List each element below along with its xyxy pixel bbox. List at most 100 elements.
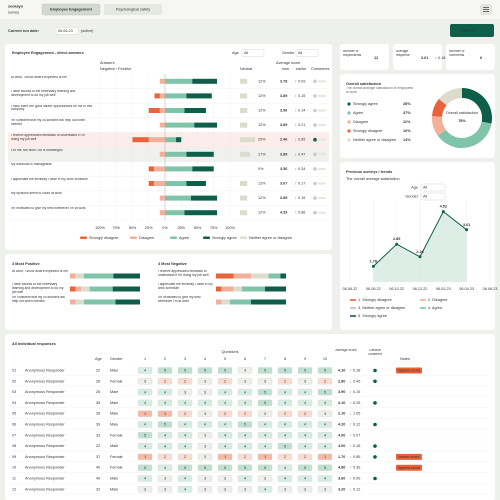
bar-strongly-agree bbox=[194, 122, 217, 128]
tab[interactable] bbox=[41, 3, 101, 16]
answer-cell bbox=[237, 475, 253, 482]
comment-icon[interactable] bbox=[313, 79, 317, 84]
neutral-label: 12% bbox=[258, 79, 266, 83]
filter-select[interactable] bbox=[420, 192, 446, 201]
donut-segment bbox=[432, 116, 447, 136]
answer-value: 3 bbox=[204, 412, 206, 416]
comment-icon[interactable] bbox=[313, 196, 317, 200]
panel-subtitle: The overall average satisfaction of empl… bbox=[346, 87, 414, 94]
answer-value: 3 bbox=[204, 488, 206, 492]
gender: Male bbox=[110, 369, 118, 373]
col-header: Questions bbox=[221, 350, 238, 354]
comment-icon[interactable] bbox=[313, 94, 317, 98]
comment-bar bbox=[318, 182, 326, 185]
avg-score: 4.10 bbox=[338, 401, 345, 405]
answer-cell bbox=[297, 367, 313, 374]
axis-tick-label: 50% bbox=[194, 226, 202, 230]
col-header: Notes bbox=[400, 357, 410, 361]
x-tick-label: 06.02.23 bbox=[436, 287, 451, 291]
menu-icon[interactable] bbox=[480, 4, 492, 15]
answer-value: 4 bbox=[164, 434, 166, 438]
note-label: highest score bbox=[398, 369, 421, 373]
question: I receive appreciated feedback to unders… bbox=[11, 133, 85, 141]
question-box: I receive appreciated feedback to unders… bbox=[158, 270, 208, 277]
trend-area bbox=[373, 211, 467, 282]
comment-icon[interactable] bbox=[313, 152, 317, 157]
question: At work, I know what's expected of me bbox=[12, 270, 68, 273]
answer-cell bbox=[297, 388, 313, 396]
row-id: 07 bbox=[12, 433, 16, 437]
comment-icon[interactable] bbox=[313, 137, 317, 142]
comment-icon[interactable] bbox=[313, 123, 317, 127]
answer-value: 4 bbox=[304, 390, 306, 394]
comment-icon[interactable] bbox=[373, 368, 377, 373]
answer-cell bbox=[317, 442, 333, 450]
neutral-label: 0% bbox=[258, 167, 264, 171]
answer-cell bbox=[197, 399, 213, 407]
answer-cell bbox=[297, 399, 313, 407]
comment-icon[interactable] bbox=[373, 444, 377, 448]
note-badge bbox=[396, 367, 422, 374]
bar-strongly-agree bbox=[186, 93, 212, 99]
answer-cell bbox=[317, 453, 333, 461]
new-run-button[interactable] bbox=[450, 24, 494, 37]
answer-value: 4 bbox=[164, 466, 166, 470]
answer-cell bbox=[277, 421, 293, 428]
legend-label: 4. Agree bbox=[428, 306, 442, 310]
answer-value: 3 bbox=[284, 488, 286, 492]
answer-value: 3 bbox=[304, 380, 306, 384]
col-header: 7 bbox=[264, 357, 266, 361]
answer-value: 3 bbox=[204, 455, 206, 459]
answer-cell bbox=[277, 432, 293, 439]
legend-label: 1. Strongly disagree bbox=[358, 298, 392, 302]
comment-icon[interactable] bbox=[313, 181, 317, 186]
question-box: I have access to the necessary learning … bbox=[12, 283, 64, 294]
answer-value: 4 bbox=[304, 444, 306, 448]
filter-select[interactable] bbox=[241, 49, 265, 57]
bar-agree bbox=[165, 137, 177, 143]
comment-icon[interactable] bbox=[313, 167, 317, 171]
avg-score: 4.00 bbox=[338, 444, 345, 448]
answer-value: 3 bbox=[244, 380, 246, 384]
comment-icon[interactable] bbox=[313, 210, 317, 215]
answer-cell bbox=[277, 378, 293, 385]
answer-cell bbox=[277, 410, 293, 417]
filter-select[interactable] bbox=[420, 183, 446, 192]
stat-card bbox=[393, 44, 442, 70]
answer-cell bbox=[157, 453, 173, 461]
col-header: Average score bbox=[335, 349, 357, 352]
answer-cell bbox=[177, 432, 193, 439]
legend-label: 5. Strongly agree bbox=[358, 314, 387, 318]
answer-cell bbox=[237, 378, 253, 385]
answer-value: 4 bbox=[224, 390, 226, 394]
answer-value: 3 bbox=[204, 380, 206, 384]
bar-disagree bbox=[159, 93, 165, 99]
responder-name: Anonymous Responder bbox=[25, 477, 65, 481]
answer-value: 4 bbox=[304, 434, 306, 438]
avg-score: 3.90 bbox=[338, 390, 345, 394]
bar-agree bbox=[165, 78, 193, 84]
age: 26 bbox=[96, 390, 100, 394]
answer-value: 5 bbox=[264, 466, 266, 470]
tab[interactable] bbox=[104, 4, 162, 15]
legend-swatch bbox=[203, 236, 210, 239]
comment-icon[interactable] bbox=[373, 379, 377, 384]
comment-icon[interactable] bbox=[373, 422, 377, 427]
legend-swatch bbox=[170, 236, 177, 239]
gender: Female bbox=[110, 379, 123, 383]
comment-icon[interactable] bbox=[373, 455, 377, 459]
filter-select[interactable] bbox=[295, 49, 319, 57]
bar-strongly-agree bbox=[186, 151, 214, 157]
answer-cell bbox=[317, 378, 333, 385]
run-date[interactable] bbox=[55, 27, 79, 35]
comment-icon[interactable] bbox=[373, 401, 377, 405]
answer-value: 4 bbox=[264, 434, 266, 438]
answer-cell bbox=[157, 388, 173, 396]
responder-name: Anonymous Responder bbox=[25, 401, 65, 405]
neutral-label: 12% bbox=[258, 94, 266, 98]
comment-icon[interactable] bbox=[373, 476, 377, 481]
comment-icon[interactable] bbox=[313, 108, 317, 113]
answer-value: 3 bbox=[144, 488, 146, 492]
answer-cell bbox=[237, 442, 253, 450]
run-label: Current run date: bbox=[8, 29, 39, 33]
